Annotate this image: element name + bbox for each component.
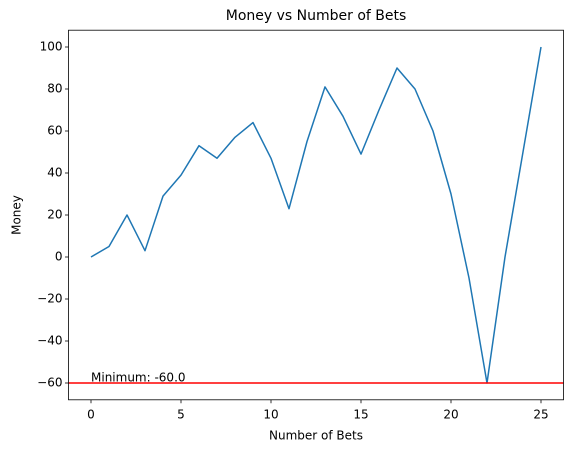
y-tick-label: 100 [40,40,63,54]
chart-title: Money vs Number of Bets [226,8,407,24]
x-tick-label: 5 [177,407,185,421]
data-line [90,46,542,384]
x-tick-label: 15 [353,407,368,421]
x-axis-label: Number of Bets [269,429,363,443]
y-tick-label: 40 [47,166,62,180]
y-tick-label: 60 [47,124,62,138]
y-tick-label: 80 [47,82,62,96]
y-tick-label: −20 [37,292,62,306]
x-tick-label: 20 [443,407,458,421]
y-tick-label: −40 [37,334,62,348]
plot-frame [68,29,564,401]
y-tick-label: 0 [55,250,63,264]
x-tick-label: 25 [533,407,548,421]
x-tick-label: 0 [87,407,95,421]
y-tick-label: 20 [47,208,62,222]
y-tick-label: −60 [37,376,62,390]
y-axis-label: Money [10,195,24,235]
min-annotation: Minimum: -60.0 [91,371,186,385]
x-tick-label: 10 [263,407,278,421]
